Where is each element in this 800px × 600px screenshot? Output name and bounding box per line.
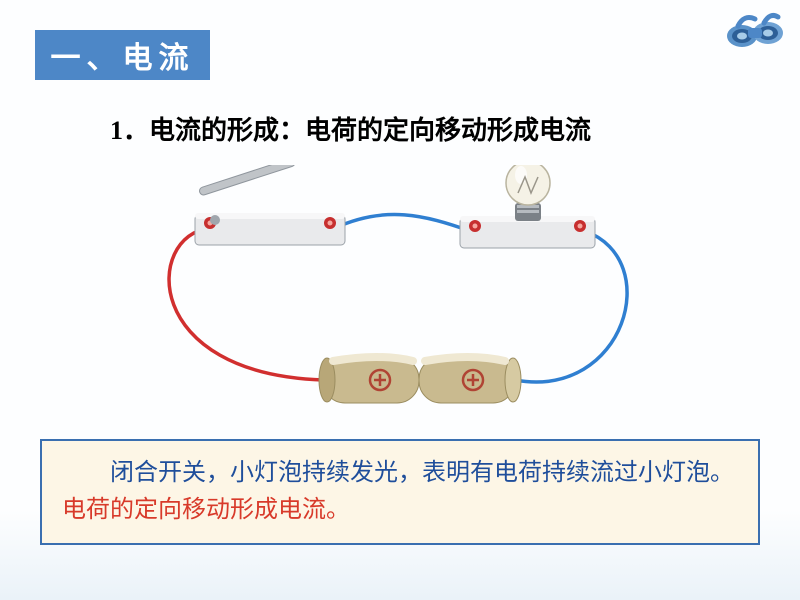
footer-text-highlight: 电荷的定向移动形成电流。 — [62, 497, 350, 523]
footer-callout: 闭合开关，小灯泡持续发光，表明有电荷持续流过小灯泡。电荷的定向移动形成电流。 — [40, 439, 760, 545]
binoculars-icon — [720, 8, 790, 53]
circuit-diagram — [155, 165, 655, 445]
lamp-component — [460, 165, 595, 248]
footer-text-normal: 闭合开关，小灯泡持续发光，表明有电荷持续流过小灯泡。 — [110, 460, 734, 486]
definition-line: 1．电流的形成：电荷的定向移动形成电流 — [110, 110, 591, 147]
battery-component — [319, 357, 521, 403]
switch-component — [195, 165, 345, 245]
section-header: 一、电流 — [35, 30, 210, 80]
